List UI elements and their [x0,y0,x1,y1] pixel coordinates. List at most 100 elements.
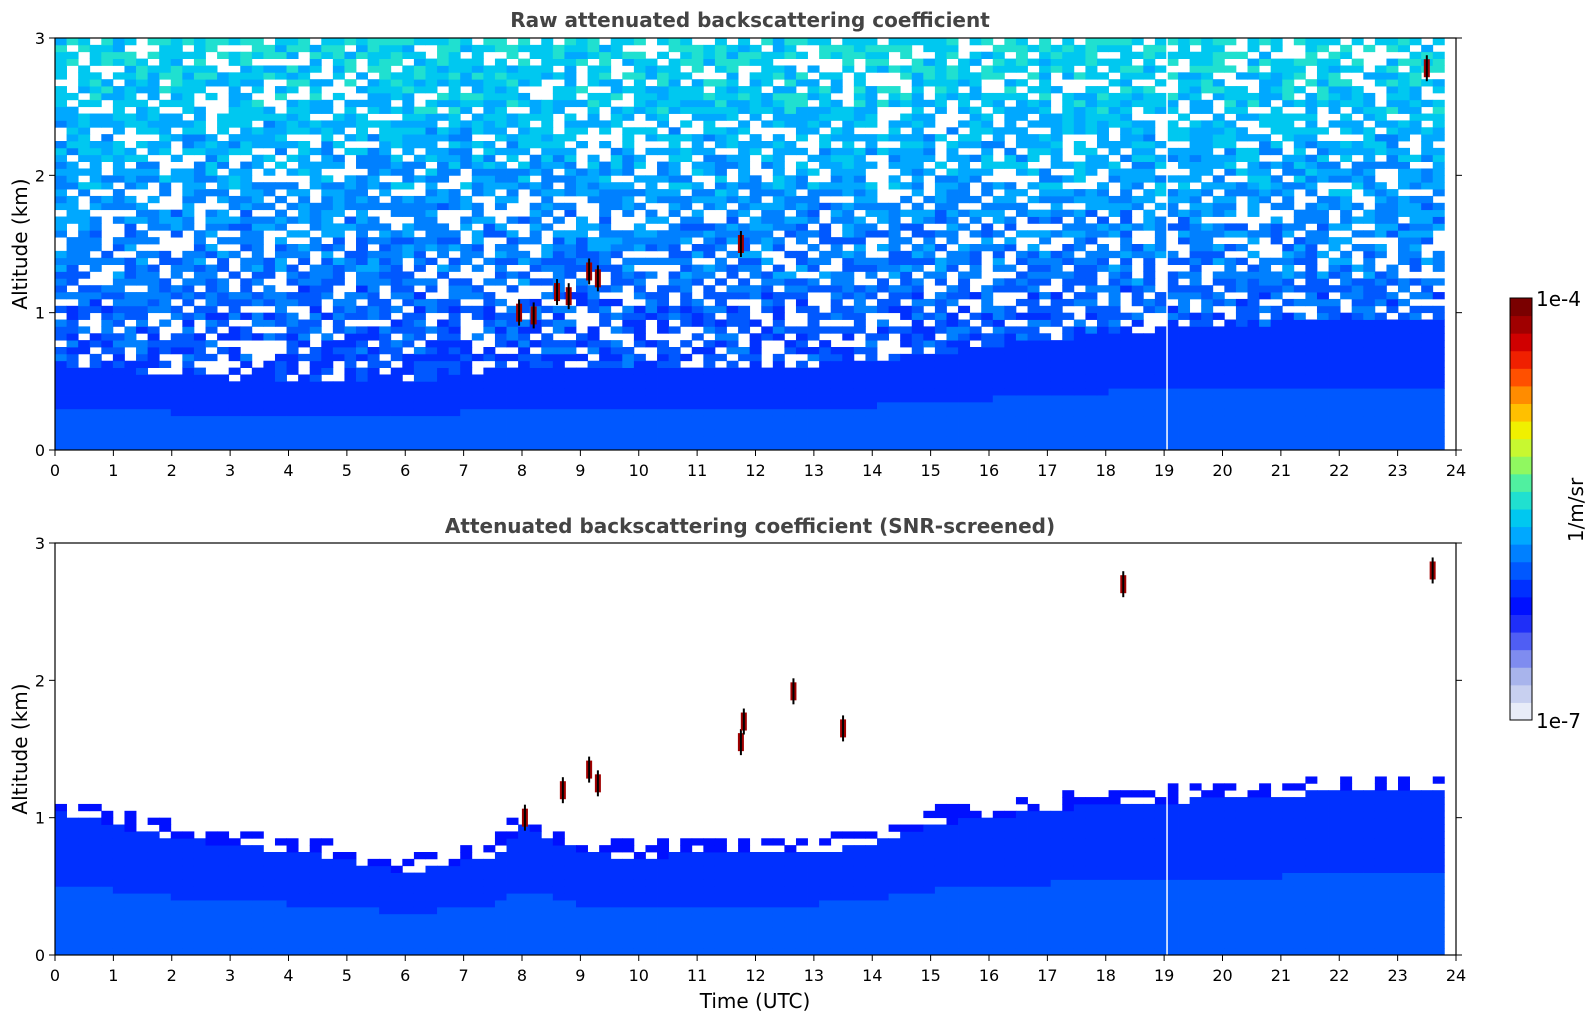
heatmap-cell [78,134,91,142]
heatmap-cell [78,244,91,252]
heatmap-cell [1282,250,1295,259]
heatmap-cell [78,250,91,259]
heatmap-cell [772,429,785,437]
heatmap-cell [807,216,820,224]
heatmap-cell [217,51,230,59]
heatmap-cell [460,141,473,149]
heatmap-cell [1154,38,1167,46]
heatmap-cell [1201,237,1214,245]
heatmap-cell [471,264,484,272]
heatmap-cell [448,134,461,142]
heatmap-cell [309,408,322,417]
heatmap-cell [448,298,461,307]
heatmap-cell [703,374,716,382]
heatmap-cell [599,422,612,430]
heatmap-cell [1015,401,1028,410]
heatmap-cell [379,422,392,430]
heatmap-cell [379,305,392,314]
heatmap-cell [344,305,357,314]
heatmap-cell [1247,305,1260,314]
heatmap-cell [934,79,947,87]
heatmap-cell [657,99,670,108]
heatmap-cell [830,422,843,430]
heatmap-cell [1120,415,1133,423]
heatmap-cell [541,422,554,430]
heatmap-cell [738,429,751,437]
heatmap-cell [911,168,924,176]
heatmap-cell [680,44,693,53]
heatmap-cell [1247,65,1260,73]
heatmap-cell [367,443,380,451]
heatmap-cell [112,360,125,368]
heatmap-cell [124,168,137,176]
heatmap-cell [772,182,785,190]
heatmap-cell [772,298,785,307]
heatmap-cell [1224,223,1237,231]
heatmap-cell [761,202,774,211]
heatmap-cell [460,347,473,355]
heatmap-cell [541,353,554,362]
heatmap-cell [1131,51,1144,59]
heatmap-cell [807,86,820,94]
heatmap-cell [958,175,971,183]
heatmap-cell [610,86,623,94]
heatmap-cell [1015,298,1028,307]
heatmap-cell [170,223,183,231]
heatmap-cell [599,244,612,252]
heatmap-cell [1062,250,1075,259]
heatmap-cell [263,65,276,73]
heatmap-cell [1085,340,1098,348]
heatmap-cell [147,51,160,59]
heatmap-cell [298,285,311,293]
heatmap-cell [309,292,322,300]
heatmap-cell [332,237,345,245]
heatmap-cell [691,395,704,403]
heatmap-cell [795,408,808,417]
heatmap-cell [1247,319,1260,327]
heatmap-cell [1224,134,1237,142]
heatmap-cell [934,388,947,396]
heatmap-cell [749,223,762,231]
heatmap-cell [807,120,820,128]
heatmap-cell [518,443,531,451]
heatmap-cell [159,44,172,53]
heatmap-cell [610,415,623,423]
heatmap-cell [1050,292,1063,300]
heatmap-cell [321,195,334,204]
heatmap-cell [390,230,403,238]
heatmap-cell [170,374,183,382]
heatmap-cell [332,395,345,403]
heatmap-cell [610,401,623,410]
heatmap-cell [356,182,368,190]
heatmap-cell [1154,395,1167,403]
heatmap-cell [1096,264,1109,272]
heatmap-cell [819,367,832,375]
heatmap-cell [749,395,762,403]
heatmap-cell [946,202,959,211]
heatmap-cell [1120,120,1133,128]
heatmap-cell [1189,79,1202,87]
heatmap-cell [66,216,79,224]
heatmap-cell [1062,72,1075,80]
heatmap-cell [564,127,577,135]
heatmap-cell [1259,175,1272,183]
heatmap-cell [992,381,1005,389]
heatmap-cell [66,141,79,149]
heatmap-cell [1050,443,1063,451]
heatmap-cell [1085,333,1098,341]
heatmap-cell [1004,216,1017,224]
heatmap-cell [251,319,264,327]
heatmap-cell [55,106,67,114]
heatmap-cell [958,168,971,176]
heatmap-cell [1120,182,1133,190]
heatmap-cell [1282,422,1295,430]
heatmap-cell [217,374,230,382]
heatmap-cell [1259,92,1272,101]
heatmap-cell [112,216,125,224]
heatmap-cell [182,141,195,149]
heatmap-cell [1039,120,1052,128]
heatmap-cell [332,244,345,252]
heatmap-cell [518,141,531,149]
heatmap-cell [1039,271,1052,279]
heatmap-cell [703,305,716,314]
